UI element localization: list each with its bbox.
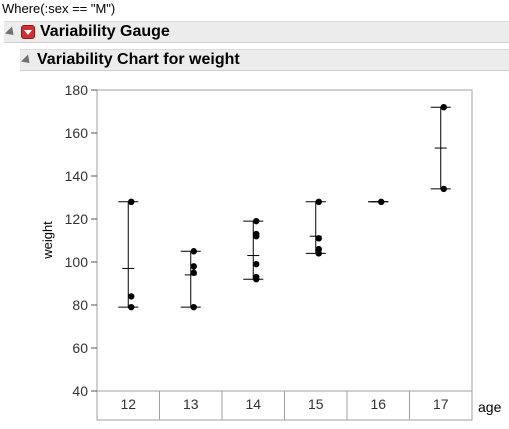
outline-header-variability-gauge[interactable]: Variability Gauge — [4, 21, 509, 43]
data-point — [190, 263, 197, 270]
y-ticks: 40 60 80 100 120 140 160 180 — [65, 82, 97, 399]
x-tick-label: 14 — [245, 396, 261, 412]
data-point — [128, 303, 135, 311]
data-point — [253, 217, 260, 225]
data-point — [253, 260, 260, 268]
x-tick-label: 13 — [183, 396, 199, 412]
y-axis-label: weight — [40, 221, 55, 260]
y-tick-label: 120 — [65, 211, 89, 227]
y-tick-label: 80 — [72, 297, 88, 313]
y-tick-label: 140 — [65, 168, 89, 184]
y-tick-label: 160 — [65, 125, 89, 141]
data-point — [315, 198, 322, 205]
outline-header-variability-chart[interactable]: Variability Chart for weight — [20, 49, 509, 71]
y-tick-label: 180 — [65, 82, 89, 98]
data-point — [190, 248, 197, 255]
data-point — [440, 185, 447, 193]
data-point — [315, 250, 322, 257]
data-point — [378, 198, 385, 205]
axes: weight age — [40, 89, 502, 421]
x-tick-label: 16 — [370, 396, 386, 412]
y-tick-label: 100 — [65, 254, 89, 270]
plot-frame — [96, 89, 473, 392]
x-tick-label: 17 — [433, 396, 449, 412]
x-axis-label: age — [478, 399, 502, 415]
data-point — [190, 269, 197, 276]
data-point — [315, 235, 322, 242]
data-point — [190, 303, 197, 311]
where-clause: Where(:sex == "M") — [2, 1, 116, 16]
data-point — [128, 293, 135, 300]
data-point — [253, 276, 260, 283]
red-triangle-menu-icon[interactable] — [21, 25, 35, 39]
y-tick-label: 40 — [72, 383, 88, 399]
data-point — [440, 104, 447, 111]
outline-title: Variability Gauge — [40, 23, 170, 40]
x-tick-label: 15 — [308, 396, 324, 412]
y-tick-label: 60 — [72, 340, 88, 356]
data-point — [253, 233, 260, 240]
x-categories: 12 13 14 15 16 17 — [120, 391, 449, 420]
data-point — [128, 198, 135, 205]
outline-title: Variability Chart for weight — [37, 51, 240, 68]
x-tick-label: 12 — [120, 396, 136, 412]
data-marks — [118, 104, 451, 311]
